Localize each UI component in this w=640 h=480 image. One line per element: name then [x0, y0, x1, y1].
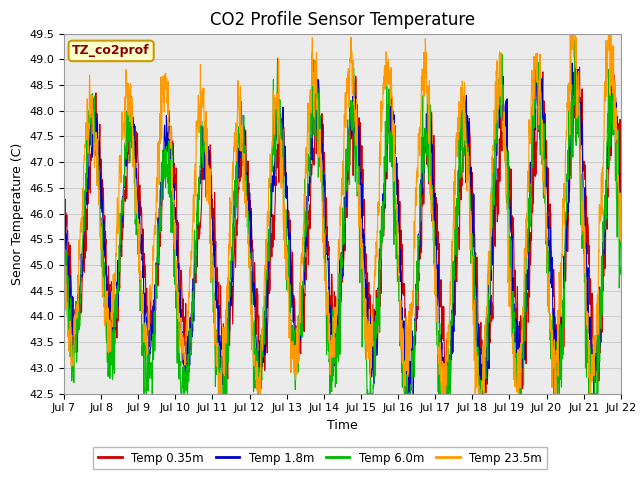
Temp 1.8m [617, 201, 625, 207]
Temp 6.0m [504, 192, 512, 198]
Temp 0.35m [216, 313, 223, 319]
Temp 1.8m [371, 338, 379, 344]
Temp 6.0m [216, 373, 223, 379]
Temp 6.0m [571, 38, 579, 44]
Temp 6.0m [371, 374, 379, 380]
Line: Temp 6.0m: Temp 6.0m [64, 41, 621, 394]
Temp 0.35m [60, 163, 68, 168]
Temp 23.5m [60, 275, 68, 280]
X-axis label: Time: Time [327, 419, 358, 432]
Line: Temp 23.5m: Temp 23.5m [64, 34, 621, 394]
Temp 6.0m [584, 355, 591, 361]
Temp 6.0m [359, 250, 367, 256]
Title: CO2 Profile Sensor Temperature: CO2 Profile Sensor Temperature [210, 11, 475, 29]
Temp 23.5m [371, 273, 379, 278]
Temp 23.5m [216, 375, 223, 381]
Temp 0.35m [504, 175, 512, 180]
Temp 1.8m [60, 187, 68, 192]
Temp 1.8m [359, 260, 367, 265]
Temp 23.5m [568, 38, 576, 44]
Temp 0.35m [358, 201, 366, 207]
Temp 23.5m [215, 391, 223, 396]
Line: Temp 1.8m: Temp 1.8m [64, 60, 621, 394]
Temp 23.5m [359, 240, 367, 246]
Temp 6.0m [617, 244, 625, 250]
Temp 0.35m [584, 215, 591, 220]
Line: Temp 0.35m: Temp 0.35m [64, 67, 621, 394]
Temp 6.0m [568, 82, 575, 87]
Temp 1.8m [216, 363, 223, 369]
Temp 23.5m [617, 239, 625, 244]
Temp 1.8m [536, 57, 543, 62]
Temp 6.0m [140, 391, 148, 396]
Temp 0.35m [576, 64, 584, 70]
Temp 23.5m [568, 31, 575, 36]
Temp 1.8m [504, 150, 512, 156]
Temp 0.35m [445, 391, 452, 396]
Legend: Temp 0.35m, Temp 1.8m, Temp 6.0m, Temp 23.5m: Temp 0.35m, Temp 1.8m, Temp 6.0m, Temp 2… [93, 447, 547, 469]
Temp 0.35m [617, 165, 625, 171]
Temp 1.8m [584, 278, 591, 284]
Temp 0.35m [568, 149, 575, 155]
Temp 6.0m [60, 267, 68, 273]
Temp 1.8m [568, 60, 576, 66]
Temp 23.5m [584, 324, 591, 330]
Text: TZ_co2prof: TZ_co2prof [72, 44, 150, 58]
Temp 23.5m [504, 268, 512, 274]
Temp 0.35m [371, 351, 378, 357]
Y-axis label: Senor Temperature (C): Senor Temperature (C) [11, 143, 24, 285]
Temp 1.8m [220, 391, 227, 396]
